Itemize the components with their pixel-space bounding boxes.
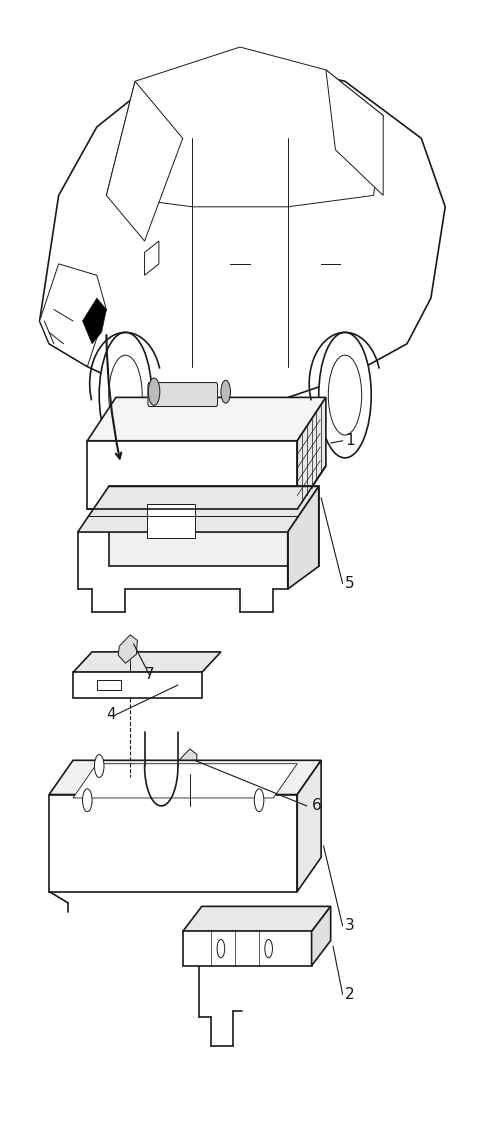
Circle shape [83, 789, 92, 811]
Text: 2: 2 [345, 987, 355, 1002]
Polygon shape [39, 264, 107, 366]
Text: 4: 4 [107, 707, 116, 722]
Circle shape [217, 939, 225, 958]
Polygon shape [39, 58, 445, 400]
Text: 3: 3 [345, 919, 355, 934]
Text: 6: 6 [312, 799, 321, 813]
Polygon shape [73, 673, 202, 698]
Polygon shape [326, 70, 383, 196]
Text: 1: 1 [345, 434, 355, 448]
Polygon shape [178, 749, 197, 778]
Polygon shape [49, 761, 321, 795]
Circle shape [328, 355, 362, 435]
Circle shape [319, 333, 371, 458]
Text: 5: 5 [345, 575, 355, 591]
Polygon shape [183, 931, 312, 966]
FancyBboxPatch shape [147, 503, 195, 538]
Polygon shape [183, 906, 331, 931]
Circle shape [95, 755, 104, 778]
Polygon shape [87, 440, 297, 509]
Polygon shape [297, 761, 321, 891]
Circle shape [148, 378, 160, 405]
Circle shape [254, 789, 264, 811]
Circle shape [109, 355, 142, 435]
Circle shape [221, 380, 230, 403]
Polygon shape [312, 906, 331, 966]
Text: 7: 7 [144, 667, 154, 682]
Polygon shape [118, 635, 137, 664]
Polygon shape [144, 241, 159, 276]
Polygon shape [73, 652, 221, 673]
Polygon shape [83, 299, 107, 343]
Polygon shape [87, 397, 326, 440]
Polygon shape [297, 397, 326, 509]
Polygon shape [73, 764, 297, 799]
Circle shape [99, 333, 152, 458]
Polygon shape [49, 795, 297, 891]
Polygon shape [109, 486, 319, 566]
Circle shape [265, 939, 273, 958]
Polygon shape [107, 47, 383, 207]
Polygon shape [288, 486, 319, 589]
FancyBboxPatch shape [148, 382, 217, 406]
Polygon shape [78, 486, 319, 532]
Polygon shape [107, 81, 183, 241]
